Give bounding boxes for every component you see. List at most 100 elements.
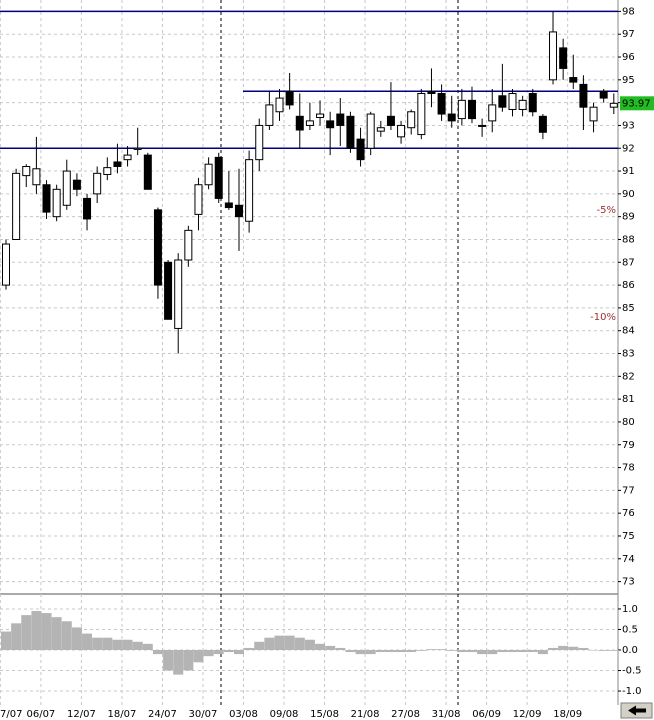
candle-body [498,95,507,108]
oscillator-bar [436,649,447,650]
oscillator-bar [537,650,548,655]
oscillator-bar [92,637,103,650]
candle-body [437,93,446,115]
y-tick-label: 85 [622,303,635,314]
oscillator-bar [568,646,579,650]
y-tick-label: 88 [622,234,635,245]
candle-body [224,202,233,209]
candle-body [366,113,375,149]
candle-body [346,115,355,149]
oscillator-bar [122,639,133,650]
oscillator-bar [203,650,214,657]
y-tick-label: 77 [622,485,635,496]
candle-body [386,115,395,126]
candle-body [488,104,497,122]
y-tick-label: 95 [622,75,635,86]
x-tick-label: 03/08 [229,709,258,720]
oscillator-bar [335,647,346,650]
oscillator-bar [426,649,437,650]
oscillator-bar [264,637,275,650]
last-price-box [620,96,654,111]
oscillator-bar [497,650,508,653]
y-tick-label: 82 [622,371,635,382]
candle-body [83,197,92,220]
percent-annotation: -5% [597,205,616,216]
candle-body [589,106,598,122]
oscillator-bar [375,650,386,653]
oscillator-bar [193,650,204,663]
oscillator-bar [173,650,184,675]
candle-body [538,115,547,133]
oscillator-bar [446,650,457,651]
x-tick-label: 06/09 [472,709,501,720]
x-tick-label: 24/07 [148,709,177,720]
candle-body [245,159,254,222]
candle-body [72,179,81,190]
oscillator-bar [163,650,174,671]
candle-body [417,93,426,136]
candle-body [457,99,466,120]
oscillator-bar [61,621,72,650]
oscillator-bar [385,650,396,653]
candle-body [295,115,304,131]
x-tick-label: 18/07 [108,709,137,720]
y-tick-label: 98 [622,6,635,17]
arrow-icon[interactable] [628,705,646,716]
y-tick-label: 91 [622,166,635,177]
x-tick-label: 21/08 [351,709,380,720]
y-tick-label: 0.0 [622,645,638,656]
y-tick-label: 1.0 [622,604,638,615]
y-tick-label: 0.5 [622,624,638,635]
x-tick-label: 15/08 [310,709,339,720]
oscillator-bar [315,643,326,650]
candle-body [12,172,21,240]
x-tick-label: 09/08 [270,709,299,720]
candle-body [559,47,568,69]
candle-body [22,165,31,177]
candle-body [427,90,436,95]
scroll-button[interactable] [620,702,653,719]
y-tick-label: 78 [622,463,635,474]
candle-body [407,111,416,129]
x-tick-label: 31/08 [432,709,461,720]
candle-body [478,124,487,127]
candle-body [518,99,527,110]
oscillator-bar [365,650,376,655]
candle-body [467,99,476,120]
x-tick-label: 7/07 [0,709,22,720]
oscillator-bar [294,637,305,650]
oscillator-bar [223,650,234,653]
oscillator-bar [233,650,244,655]
candle-body [305,120,314,126]
candle-body [275,97,284,113]
percent-annotation: -10% [590,312,616,323]
oscillator-bar [1,631,11,650]
candle-body [255,124,264,161]
oscillator-bar [183,650,194,671]
x-tick-label: 18/09 [553,709,582,720]
candle-body [397,124,406,138]
x-tick-label: 30/07 [189,709,218,720]
x-tick-label: 12/09 [513,709,542,720]
y-tick-label: 92 [622,143,635,154]
candle-body [376,127,385,132]
y-tick-label: 87 [622,257,635,268]
candle-body [153,209,162,286]
candle-body [52,188,61,218]
candle-body [62,170,71,206]
candle-body [549,31,558,81]
oscillator-bar [527,650,538,653]
x-tick-label: 27/08 [391,709,420,720]
oscillator-bar [31,611,42,650]
oscillator-bar [254,641,265,650]
y-tick-label: 93 [622,120,635,131]
candle-body [133,147,142,150]
candle-body [609,102,618,108]
candle-body [32,168,41,186]
candle-body [143,154,152,190]
oscillator-bar [325,645,336,650]
y-tick-label: 74 [622,554,635,565]
oscillator-bar [578,647,589,650]
candle-body [174,259,183,329]
